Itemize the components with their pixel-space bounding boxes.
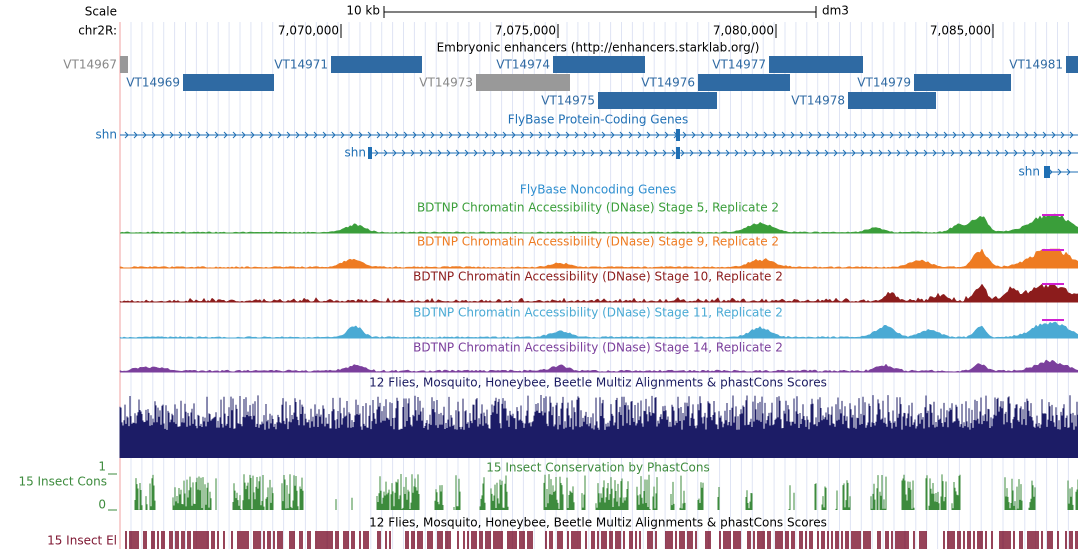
enhancer (848, 92, 936, 109)
enhancer (120, 56, 128, 73)
axis-min: 0 (98, 498, 106, 512)
track-title: FlyBase Noncoding Genes (520, 183, 676, 197)
dnase-signal (119, 213, 1078, 234)
position-label: 7,080,000 (713, 24, 774, 38)
gene-arrows (124, 131, 1074, 139)
enhancer (183, 74, 274, 91)
enhancer (698, 74, 790, 91)
conserved-elements (125, 531, 1078, 549)
enhancer (914, 74, 1011, 91)
enhancer (476, 74, 570, 91)
phastcons-signal (134, 474, 1078, 510)
clip-mark (1042, 249, 1064, 251)
track-label: 15 Insect Cons (18, 475, 107, 489)
dnase-signal (119, 359, 1078, 373)
assembly: dm3 (822, 4, 849, 18)
enhancer (331, 56, 422, 73)
dnase-signal (119, 321, 1078, 339)
scale-bar-label: 10 kb (346, 4, 380, 18)
enhancer (1066, 56, 1078, 73)
enhancer (553, 56, 645, 73)
position-label: 7,075,000 (495, 24, 556, 38)
enhancer-label: VT14967 (63, 58, 117, 72)
track-title: BDTNP Chromatin Accessibility (DNase) St… (417, 201, 779, 215)
scale-label: Scale (85, 5, 117, 19)
track-title: 12 Flies, Mosquito, Honeybee, Beetle Mul… (369, 376, 827, 390)
enhancer-label: VT14974 (496, 58, 550, 72)
position-label: 7,070,000 (278, 24, 339, 38)
chrom-label: chr2R: (78, 24, 117, 38)
enhancer-label: VT14978 (791, 94, 845, 108)
track-title: BDTNP Chromatin Accessibility (DNase) St… (413, 306, 783, 320)
enhancer (769, 56, 863, 73)
enhancer (598, 92, 717, 109)
track-title: 15 Insect Conservation by PhastCons (486, 461, 709, 475)
enhancer-label: VT14977 (712, 58, 766, 72)
track-title: BDTNP Chromatin Accessibility (DNase) St… (417, 235, 779, 249)
track-title: BDTNP Chromatin Accessibility (DNase) St… (413, 270, 783, 284)
exon (676, 147, 680, 159)
track-title: BDTNP Chromatin Accessibility (DNase) St… (413, 341, 783, 355)
exon (1044, 166, 1050, 178)
clip-mark (1042, 214, 1064, 216)
position-label: 7,085,000 (930, 24, 991, 38)
dnase-signal (119, 248, 1078, 269)
axis-max: 1 (98, 460, 106, 474)
enhancer-label: VT14973 (419, 76, 473, 90)
exon (368, 147, 372, 159)
gene-label: shn (96, 128, 117, 142)
track-title: FlyBase Protein-Coding Genes (508, 113, 688, 127)
enhancer-label: VT14979 (857, 76, 911, 90)
enhancer-label: VT14981 (1009, 58, 1063, 72)
gene-label: shn (1019, 165, 1040, 179)
multiz-signal (119, 395, 1078, 458)
dnase-signal (119, 283, 1078, 303)
enhancer-label: VT14971 (274, 58, 328, 72)
enhancer-label: VT14975 (541, 94, 595, 108)
enhancer-label: VT14976 (641, 76, 695, 90)
track-title: Embryonic enhancers (http://enhancers.st… (437, 41, 760, 55)
enhancer-label: VT14969 (126, 76, 180, 90)
track-title: 12 Flies, Mosquito, Honeybee, Beetle Mul… (369, 516, 827, 530)
clip-mark (1042, 319, 1064, 321)
gene-label: shn (345, 146, 366, 160)
track-label: 15 Insect El (47, 534, 117, 548)
clip-mark (1042, 283, 1064, 285)
exon (676, 129, 680, 141)
gene-arrows (374, 149, 1072, 157)
